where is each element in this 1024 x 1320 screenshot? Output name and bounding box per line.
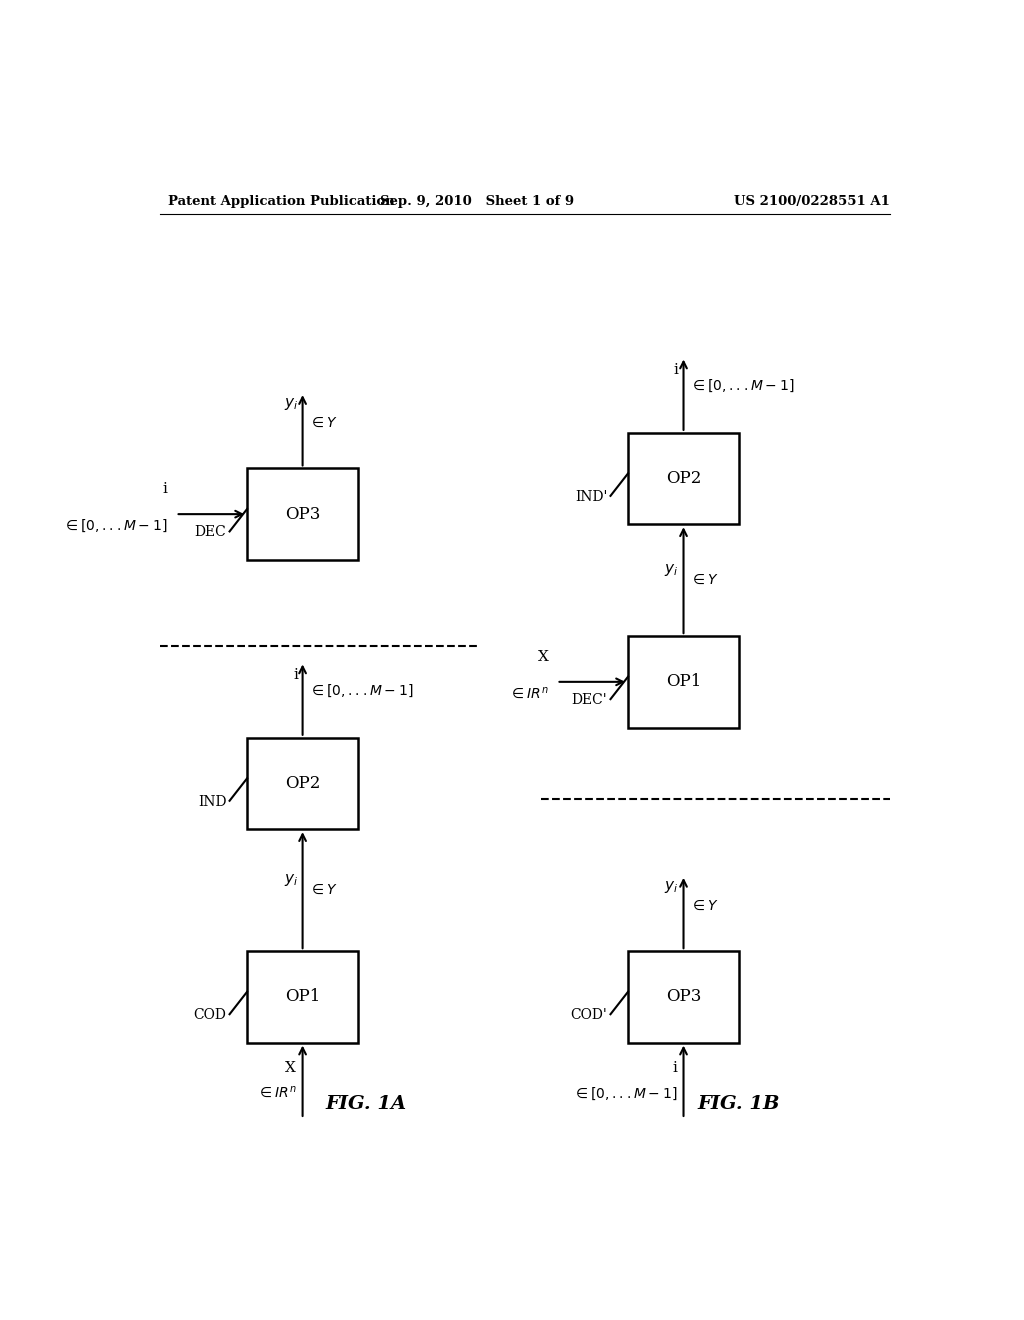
Text: OP1: OP1 [285, 989, 321, 1006]
Text: IND: IND [198, 795, 226, 809]
Text: $\in [0,...M-1]$: $\in [0,...M-1]$ [690, 378, 795, 395]
Bar [247, 952, 358, 1043]
Text: $y_i$: $y_i$ [284, 873, 298, 888]
Text: Patent Application Publication: Patent Application Publication [168, 194, 394, 207]
Text: $\in [0,...M-1]$: $\in [0,...M-1]$ [309, 682, 414, 700]
Text: Sep. 9, 2010   Sheet 1 of 9: Sep. 9, 2010 Sheet 1 of 9 [380, 194, 574, 207]
Text: $\in IR^n$: $\in IR^n$ [509, 686, 549, 701]
Bar [628, 636, 739, 727]
Text: $y_i$: $y_i$ [284, 396, 298, 412]
Text: X: X [538, 649, 549, 664]
Text: $\in [0,...M-1]$: $\in [0,...M-1]$ [63, 519, 168, 535]
Text: $\in Y$: $\in Y$ [309, 883, 338, 898]
Text: $y_i$: $y_i$ [665, 879, 679, 895]
Text: $\in IR^n$: $\in IR^n$ [257, 1085, 296, 1101]
Text: i: i [674, 363, 679, 378]
Text: i: i [293, 668, 298, 682]
Text: $\in Y$: $\in Y$ [309, 416, 338, 430]
Text: OP3: OP3 [285, 506, 321, 523]
Text: US 2100/0228551 A1: US 2100/0228551 A1 [734, 194, 890, 207]
Text: $\in Y$: $\in Y$ [690, 899, 719, 912]
Text: COD': COD' [570, 1008, 607, 1022]
Text: X: X [286, 1061, 296, 1074]
Text: OP3: OP3 [666, 989, 701, 1006]
Text: i: i [673, 1061, 677, 1074]
Text: i: i [163, 482, 168, 496]
Text: DEC: DEC [195, 525, 226, 540]
Bar [628, 952, 739, 1043]
Text: $y_i$: $y_i$ [665, 562, 679, 578]
Bar [247, 738, 358, 829]
Text: COD: COD [194, 1008, 226, 1022]
Text: DEC': DEC' [571, 693, 607, 708]
Bar [247, 469, 358, 560]
Text: OP2: OP2 [666, 470, 701, 487]
Text: FIG. 1A: FIG. 1A [326, 1094, 407, 1113]
Text: $\in [0,...M-1]$: $\in [0,...M-1]$ [572, 1085, 677, 1102]
Bar [628, 433, 739, 524]
Text: OP1: OP1 [666, 673, 701, 690]
Text: FIG. 1B: FIG. 1B [697, 1094, 780, 1113]
Text: OP2: OP2 [285, 775, 321, 792]
Text: $\in Y$: $\in Y$ [690, 573, 719, 587]
Text: IND': IND' [574, 490, 607, 504]
